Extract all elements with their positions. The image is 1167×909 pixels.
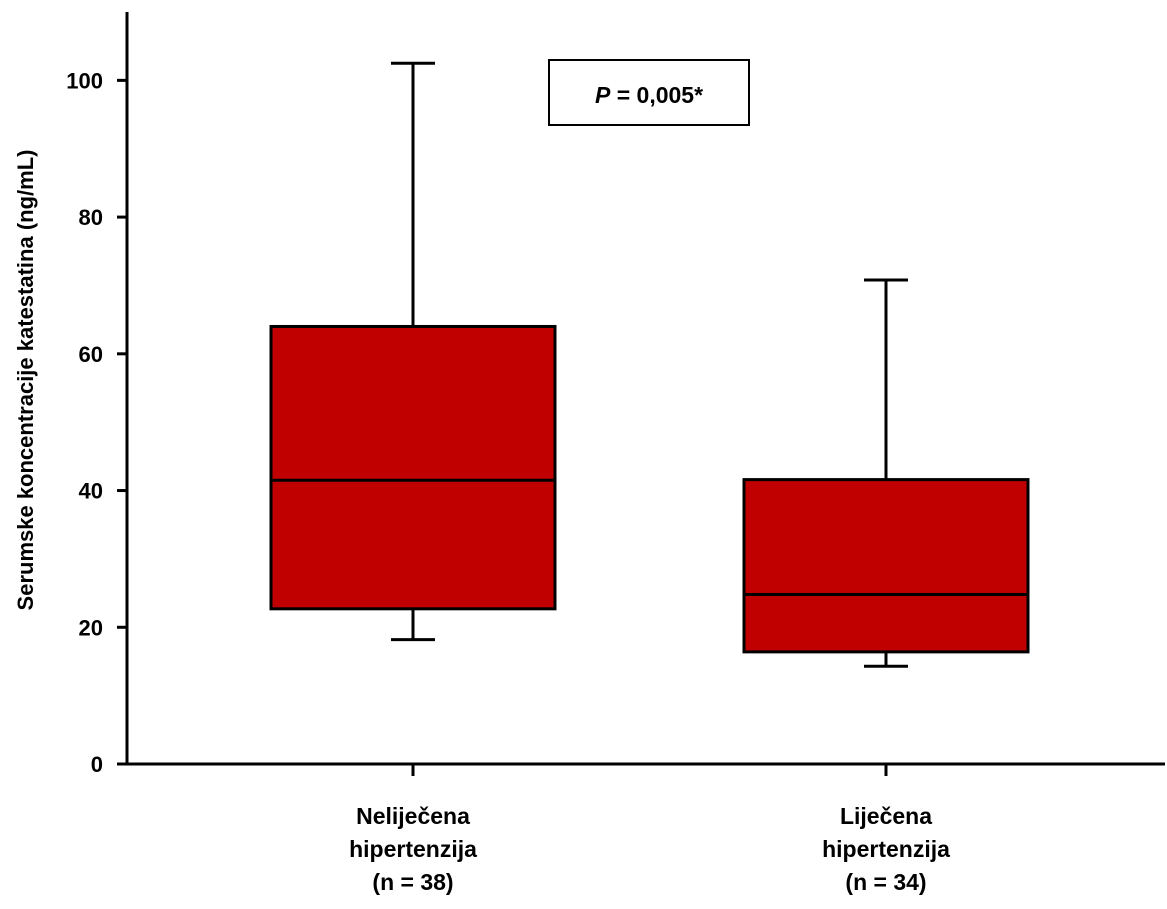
p-value-text: P = 0,005* (595, 82, 703, 108)
x-category-labels: Neliječena hipertenzija (n = 38) Liječena hi… (349, 764, 950, 895)
y-axis-label: Serumske koncentracije katestatina (ng/m… (13, 150, 38, 611)
iqr-box (742, 478, 1030, 654)
x-category-label-line: hipertenzija (822, 836, 950, 862)
x-category-label-line: Liječena (840, 803, 932, 829)
axes-layer (125, 12, 1165, 766)
y-tick-label: 60 (79, 342, 103, 367)
x-category-label-line: (n = 34) (845, 869, 926, 895)
x-category-label-line: (n = 38) (372, 869, 453, 895)
y-tick-label: 20 (79, 615, 103, 640)
y-tick-label: 80 (79, 205, 103, 230)
x-category-label: Neliječena hipertenzija (n = 38) (349, 803, 477, 895)
y-tick-label: 40 (79, 479, 103, 504)
p-value-box (548, 59, 750, 126)
y-tick-label: 0 (91, 752, 103, 777)
y-ticks: 0 20 40 60 80 100 (66, 68, 127, 777)
box-group (742, 278, 1030, 668)
iqr-box (269, 324, 557, 611)
x-category-label: Liječena hipertenzija (n = 34) (822, 803, 950, 895)
x-category-label-line: Neliječena (356, 803, 470, 829)
box-group (269, 61, 557, 642)
y-tick-label: 100 (66, 68, 103, 93)
boxes-layer (269, 61, 1030, 668)
p-value-annotation: P = 0,005* (548, 59, 750, 126)
x-category-label-line: hipertenzija (349, 836, 477, 862)
p-label: P (595, 82, 611, 108)
p-value: = 0,005* (610, 82, 703, 108)
